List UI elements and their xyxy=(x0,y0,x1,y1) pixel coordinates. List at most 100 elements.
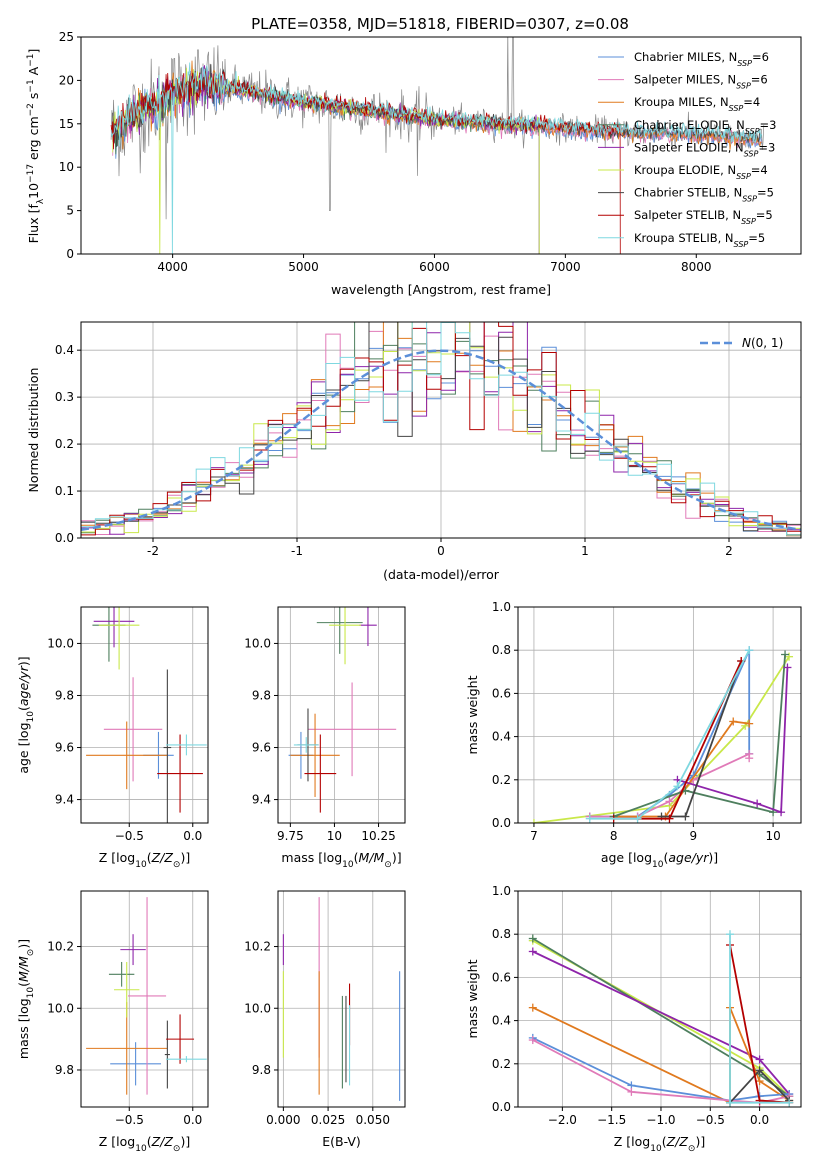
x-axis-label-part: Z/Z xyxy=(151,1134,174,1149)
x-tick-label: 8000 xyxy=(681,260,712,274)
plot-area xyxy=(529,646,794,823)
x-tick-label: 0 xyxy=(437,544,445,558)
y-tick-label: 5 xyxy=(66,204,74,218)
y-tick-label: 9.4 xyxy=(55,793,74,807)
x-axis-label: Z [log10(Z/Z⊙)] xyxy=(99,850,190,870)
legend-label: N(0, 1) xyxy=(742,336,783,350)
x-axis-label-part: E(B-V) xyxy=(322,1134,361,1149)
y-tick-label: 0.1 xyxy=(55,484,74,498)
legend-text: Salpeter STELIB, N xyxy=(634,208,741,222)
x-tick-label: 0.025 xyxy=(311,1113,345,1127)
x-axis-label-part: age [log xyxy=(601,850,652,865)
y-axis-label-part: erg cm xyxy=(26,116,41,164)
x-axis-label-part: ( xyxy=(147,850,152,865)
x-axis-label-part: Z [log xyxy=(614,1134,650,1149)
y-tick-label: 9.4 xyxy=(252,793,271,807)
y-axis-label: Normed distribution xyxy=(26,368,41,493)
x-axis-label-part: ⊙ xyxy=(384,860,392,870)
x-tick-label: 0.0 xyxy=(183,829,202,843)
legend-sub: SSP xyxy=(741,217,756,226)
residual-axes: -2 -1 0 1 2 0.0 0.1 0.2 0.3 0.4 N(0, 1) (data-model… xyxy=(26,321,802,582)
legend-text: (0, 1) xyxy=(751,336,783,350)
x-axis-label: mass [log10(M/M⊙)] xyxy=(281,850,401,870)
axes-frame xyxy=(277,606,406,824)
x-tick-label: 0.0 xyxy=(750,1113,769,1127)
y-axis-label: age [log10(age/yr)] xyxy=(16,656,36,773)
x-axis-label-part: 10 xyxy=(135,860,147,870)
x-tick-label: 2 xyxy=(725,544,733,558)
x-tick-label: 9.75 xyxy=(277,829,304,843)
axes-frame xyxy=(80,606,209,824)
x-axis-label: E(B-V) xyxy=(322,1134,361,1149)
y-tick-label: 10.0 xyxy=(244,1001,271,1015)
legend-sub: SSP xyxy=(742,194,757,203)
legend-text: =6 xyxy=(751,73,768,87)
legend-sub: SSP xyxy=(734,239,749,248)
y-tick-label: 0 xyxy=(66,247,74,261)
x-tick-label: 9 xyxy=(690,829,698,843)
x-tick-label: 6000 xyxy=(419,260,450,274)
legend-label: Kroupa ELODIE, NSSP=4 xyxy=(634,163,768,181)
y-axis-label-part: mass [log xyxy=(16,998,31,1059)
legend-label: Salpeter MILES, NSSP=6 xyxy=(634,73,768,91)
plot-area xyxy=(110,37,765,254)
legend-text: =3 xyxy=(758,140,775,154)
legend-text: N xyxy=(742,336,751,350)
y-tick-label: 0.8 xyxy=(492,927,511,941)
plot-area xyxy=(81,322,801,537)
z-mass-axes: −0.5 0.09.810.010.2Z [log10(Z/Z⊙)]mass [l… xyxy=(16,890,209,1154)
x-axis-label-part: ⊙ xyxy=(688,1144,696,1154)
z-age-axes: −0.5 0.09.49.69.810.0Z [log10(Z/Z⊙)]age [… xyxy=(16,606,209,870)
y-axis-label-part: 10 xyxy=(26,711,36,723)
y-axis-label-part: −1 xyxy=(26,79,36,92)
y-tick-label: 9.8 xyxy=(55,1063,74,1077)
legend-label: Chabrier STELIB, NSSP=5 xyxy=(634,186,774,204)
x-axis-label-part: ( xyxy=(662,1134,667,1149)
plot-area xyxy=(528,930,794,1107)
y-axis-label-part: λ xyxy=(36,198,46,204)
x-tick-label: 4000 xyxy=(157,260,188,274)
plot-area xyxy=(86,897,207,1095)
model-kroupa-stelib xyxy=(110,62,762,254)
weight-line-kroupa-stelib xyxy=(589,649,750,820)
weight-line-chabrier-elodie xyxy=(613,654,786,818)
x-axis-label-part: 10 xyxy=(135,1144,147,1154)
x-axis-label-part: )] xyxy=(180,1134,190,1149)
legend-sub: SSP xyxy=(744,149,759,158)
y-tick-label: 0.2 xyxy=(492,773,511,787)
legend-sub: SSP xyxy=(729,104,744,113)
y-tick-label: 1.0 xyxy=(492,884,511,898)
y-tick-label: 0.4 xyxy=(55,343,74,357)
x-axis-label-part: age/yr xyxy=(668,850,709,865)
x-tick-label: 0.050 xyxy=(356,1113,390,1127)
y-tick-label: 10 xyxy=(59,160,74,174)
y-axis-label-part: ] xyxy=(26,49,41,54)
axes-frame xyxy=(517,890,802,1108)
y-axis-label-part: ( xyxy=(16,706,31,711)
y-axis-label-part: 10 xyxy=(26,987,36,999)
x-axis-label: Z [log10(Z/Z⊙)] xyxy=(614,1134,705,1154)
legend-label: Salpeter STELIB, NSSP=5 xyxy=(634,208,773,226)
y-axis-label-part: )] xyxy=(16,939,31,949)
z-weight-axes: −2.0 −1.5 −1.0 −0.5 0.0 0.0 0.2 0.4 0.6 0.8 1.0 Z [… xyxy=(465,884,802,1154)
ebv-mass-axes: 0.000 0.025 0.050 9.8 10.0 10.2 E(B-V) xyxy=(244,890,406,1149)
y-axis-label-part: A xyxy=(26,66,41,79)
x-tick-label: −0.5 xyxy=(696,1113,725,1127)
y-tick-label: 0.6 xyxy=(492,686,511,700)
x-axis-label-part: )] xyxy=(708,850,718,865)
x-tick-label: 10 xyxy=(765,829,780,843)
y-axis-label: Flux [fλ10−17 erg cm−2 s−1 A−1] xyxy=(26,49,46,244)
y-tick-label: 25 xyxy=(59,30,74,44)
x-axis-label-part: ( xyxy=(354,850,359,865)
x-tick-label: 10 xyxy=(327,829,342,843)
x-tick-label: 7 xyxy=(530,829,538,843)
plot-area xyxy=(282,897,401,1101)
y-tick-label: 10.2 xyxy=(244,940,271,954)
y-tick-label: 9.8 xyxy=(55,688,74,702)
y-tick-label: 0.8 xyxy=(492,643,511,657)
y-tick-label: 0.0 xyxy=(55,531,74,545)
x-tick-label: −0.5 xyxy=(115,829,144,843)
page-title: PLATE=0358, MJD=51818, FIBERID=0307, z=0… xyxy=(251,15,629,33)
y-tick-label: 9.6 xyxy=(252,741,271,755)
